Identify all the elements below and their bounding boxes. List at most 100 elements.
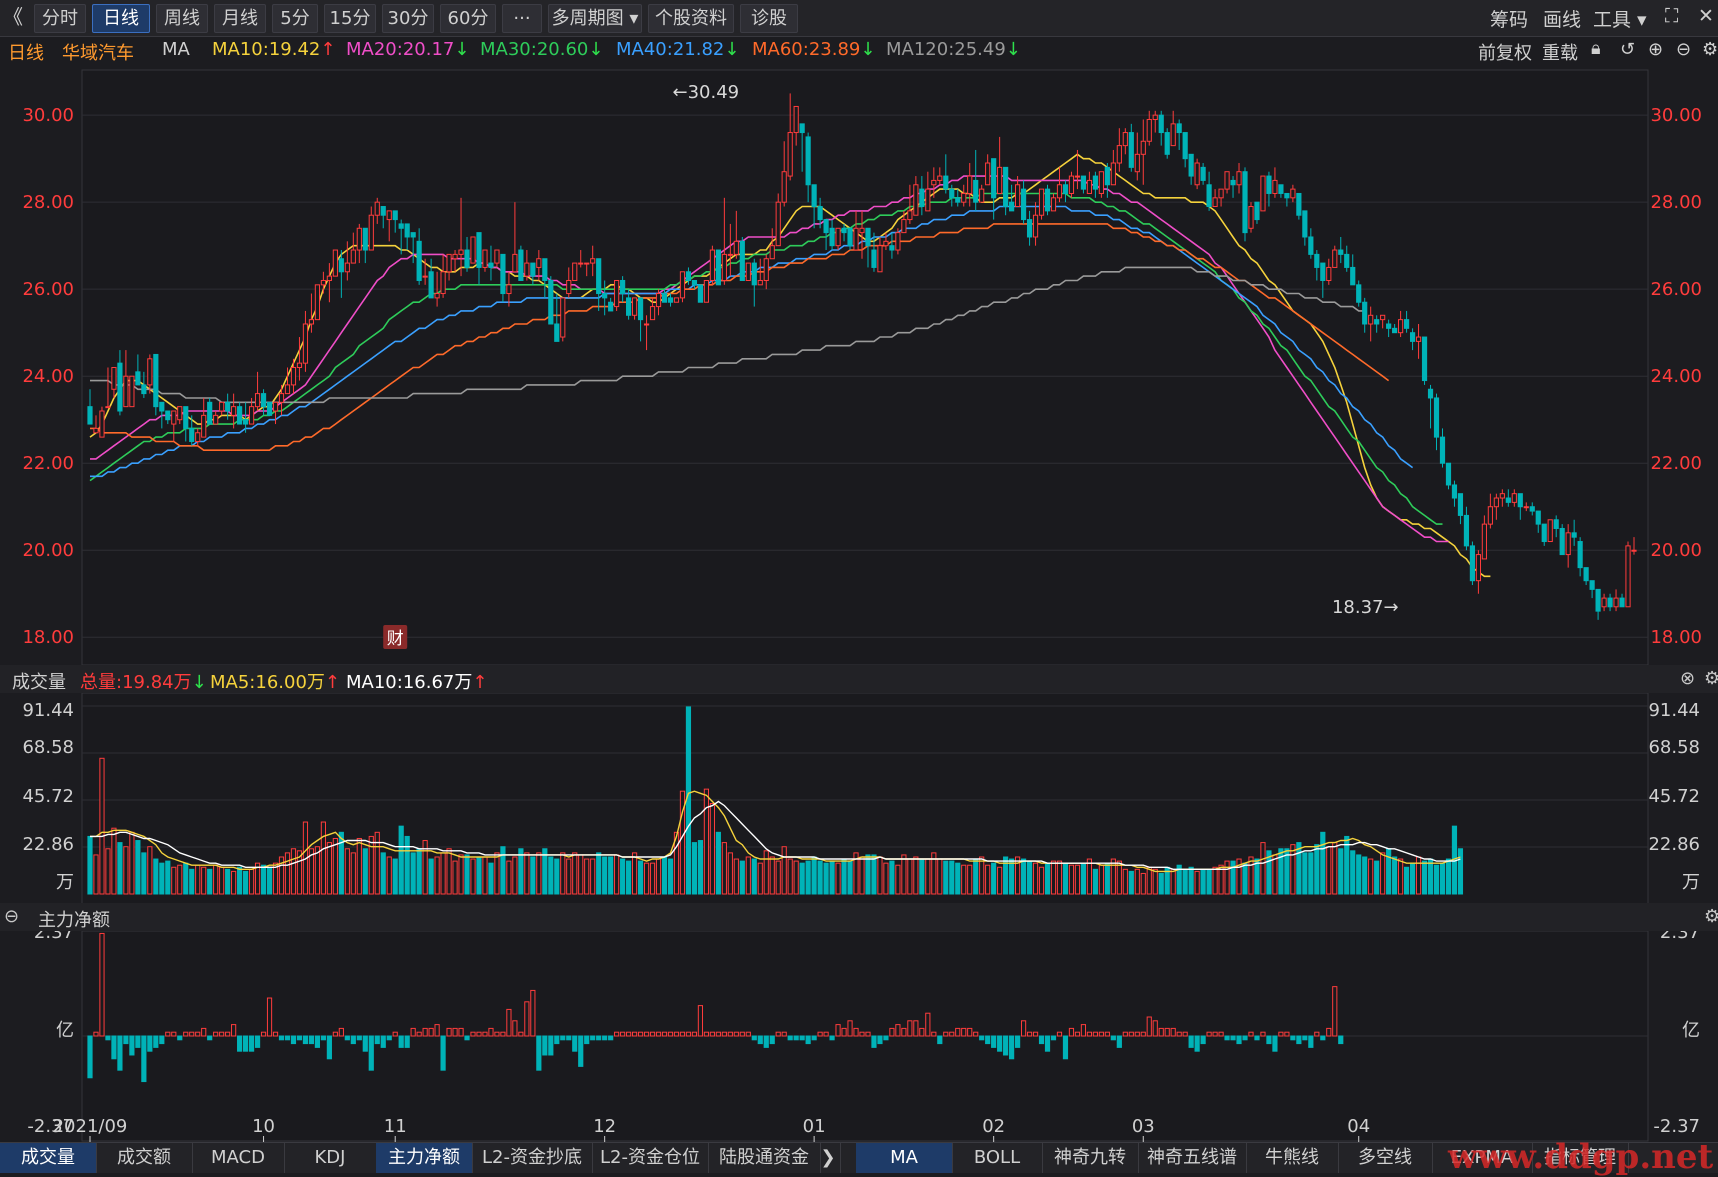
toolbar-chips[interactable]: 筹码 bbox=[1490, 9, 1529, 31]
volume-bar bbox=[602, 856, 608, 895]
indicator-tab-0[interactable]: 成交量 bbox=[0, 1143, 97, 1173]
volume-total: 总量:19.84万↓ bbox=[80, 672, 207, 693]
volume-bar bbox=[1158, 872, 1164, 895]
flow-bar bbox=[608, 1035, 614, 1041]
indicator-tab-3[interactable]: KDJ bbox=[284, 1143, 377, 1173]
tab-7[interactable]: 60分 bbox=[440, 4, 496, 33]
volume-bar bbox=[596, 852, 602, 895]
candle-body bbox=[901, 219, 907, 234]
flow-bar bbox=[243, 1035, 249, 1052]
x-tick-label: 01 bbox=[803, 1116, 826, 1137]
overlay-tab-6[interactable]: EXPMA bbox=[1432, 1143, 1533, 1173]
overlay-tab-2[interactable]: 神奇九转 bbox=[1042, 1143, 1139, 1173]
ma-label[interactable]: MA bbox=[162, 39, 190, 60]
restoration-toggle[interactable]: 前复权 bbox=[1478, 43, 1532, 64]
tab-8[interactable]: ··· bbox=[502, 4, 542, 33]
volume-bar bbox=[991, 862, 997, 895]
flow-bar bbox=[733, 1031, 739, 1037]
zoom-in-icon[interactable]: ⊕ bbox=[1648, 39, 1664, 60]
candle-body bbox=[1541, 523, 1547, 543]
flow-bar bbox=[751, 1035, 757, 1041]
price-chart[interactable]: 30.00 30.00 28.00 28.00 26.00 26.00 24.00 24.00… bbox=[0, 36, 1718, 1142]
tab-10[interactable]: 个股资料 bbox=[648, 4, 734, 33]
candle-body bbox=[428, 271, 434, 299]
flow-header: ⊖ 主力净额 ⚙ bbox=[0, 903, 1718, 931]
indicator-tab-5[interactable]: L2-资金抄底 bbox=[472, 1143, 593, 1173]
back-button[interactable]: 《 bbox=[3, 5, 23, 29]
indicator-tab-7[interactable]: 陆股通资金 bbox=[708, 1143, 821, 1173]
overlay-tab-1[interactable]: BOLL bbox=[952, 1143, 1043, 1173]
volume-bar bbox=[608, 856, 614, 895]
volume-bar bbox=[829, 860, 835, 895]
settings-icon[interactable]: ⚙ bbox=[1702, 39, 1718, 60]
volume-settings-icon[interactable]: ⚙ bbox=[1704, 668, 1718, 689]
reload-button[interactable]: 重载 bbox=[1542, 43, 1578, 64]
volume-bar bbox=[943, 860, 949, 895]
toolbar-tools[interactable]: 工具 ▾ bbox=[1593, 9, 1647, 31]
tab-5[interactable]: 15分 bbox=[324, 4, 376, 33]
flow-settings-icon[interactable]: ⚙ bbox=[1704, 906, 1718, 927]
volume-bar bbox=[416, 848, 422, 895]
flow-bar bbox=[1080, 1024, 1087, 1037]
volume-bar bbox=[1427, 858, 1434, 895]
volume-bar bbox=[1080, 862, 1087, 895]
volume-bar bbox=[1374, 860, 1380, 895]
more-tabs-icon[interactable]: ❯ bbox=[816, 1143, 841, 1173]
lock-icon[interactable]: 🔒︎ bbox=[1591, 38, 1601, 59]
overlay-tab-7[interactable]: 指标管理 bbox=[1532, 1143, 1629, 1173]
overlay-tab-0[interactable]: MA bbox=[856, 1143, 953, 1173]
volume-bar bbox=[967, 864, 973, 895]
volume-bar bbox=[727, 852, 733, 895]
overlay-tab-5[interactable]: 多空线 bbox=[1338, 1143, 1433, 1173]
flow-bar bbox=[943, 1031, 949, 1037]
flow-title[interactable]: 主力净额 bbox=[38, 910, 110, 931]
indicator-tab-6[interactable]: L2-资金仓位 bbox=[592, 1143, 709, 1173]
fullscreen-icon[interactable]: ⛶ bbox=[1665, 5, 1679, 27]
volume-bar bbox=[248, 868, 255, 895]
candle-body bbox=[596, 258, 602, 295]
tab-1[interactable]: 日线 bbox=[92, 4, 150, 33]
flow-bar bbox=[787, 1035, 793, 1041]
volume-bar bbox=[661, 856, 668, 895]
close-icon[interactable]: ✕ bbox=[1698, 5, 1714, 27]
tab-4[interactable]: 5分 bbox=[272, 4, 318, 33]
stock-name[interactable]: 华域汽车 bbox=[62, 43, 134, 64]
volume-title[interactable]: 成交量 bbox=[12, 672, 66, 693]
tab-2[interactable]: 周线 bbox=[156, 4, 208, 33]
candle-body bbox=[1140, 140, 1146, 155]
volume-bar bbox=[769, 856, 775, 895]
candle-body bbox=[272, 401, 279, 412]
candle-body bbox=[931, 179, 937, 186]
undo-icon[interactable]: ↺ bbox=[1620, 39, 1636, 60]
candle-body bbox=[93, 427, 99, 434]
zoom-out-icon[interactable]: ⊖ bbox=[1676, 39, 1692, 60]
tab-9[interactable]: 多周期图 ▾ bbox=[548, 4, 642, 33]
candle-body bbox=[1068, 175, 1075, 194]
volume-bar bbox=[1146, 866, 1152, 895]
candle-body bbox=[685, 271, 692, 281]
overlay-tab-4[interactable]: 牛熊线 bbox=[1246, 1143, 1339, 1173]
flow-bar bbox=[1134, 1031, 1140, 1037]
indicator-tab-1[interactable]: 成交额 bbox=[96, 1143, 193, 1173]
flow-bar bbox=[745, 1031, 751, 1037]
toolbar-draw[interactable]: 画线 bbox=[1543, 9, 1582, 31]
candle-body bbox=[344, 262, 350, 273]
tab-11[interactable]: 诊股 bbox=[740, 4, 798, 33]
candle-body bbox=[1427, 388, 1434, 399]
price-tick-label-right: 30.00 bbox=[1650, 105, 1702, 126]
candle-body bbox=[1439, 436, 1446, 464]
candle-body bbox=[542, 258, 548, 281]
tab-6[interactable]: 30分 bbox=[382, 4, 434, 33]
candle-body bbox=[943, 175, 949, 190]
x-tick-label: 2021/09 bbox=[53, 1116, 128, 1137]
flow-bar bbox=[416, 1031, 422, 1037]
volume-close-icon[interactable]: ⊗ bbox=[1680, 668, 1696, 689]
overlay-tab-3[interactable]: 神奇五线谱 bbox=[1138, 1143, 1247, 1173]
tab-3[interactable]: 月线 bbox=[214, 4, 266, 33]
tab-0[interactable]: 分时 bbox=[34, 4, 86, 33]
volume-bar bbox=[733, 858, 739, 895]
candle-body bbox=[129, 375, 135, 408]
indicator-tab-4[interactable]: 主力净额 bbox=[376, 1143, 473, 1173]
collapse-icon[interactable]: ⊖ bbox=[4, 906, 20, 927]
indicator-tab-2[interactable]: MACD bbox=[192, 1143, 285, 1173]
